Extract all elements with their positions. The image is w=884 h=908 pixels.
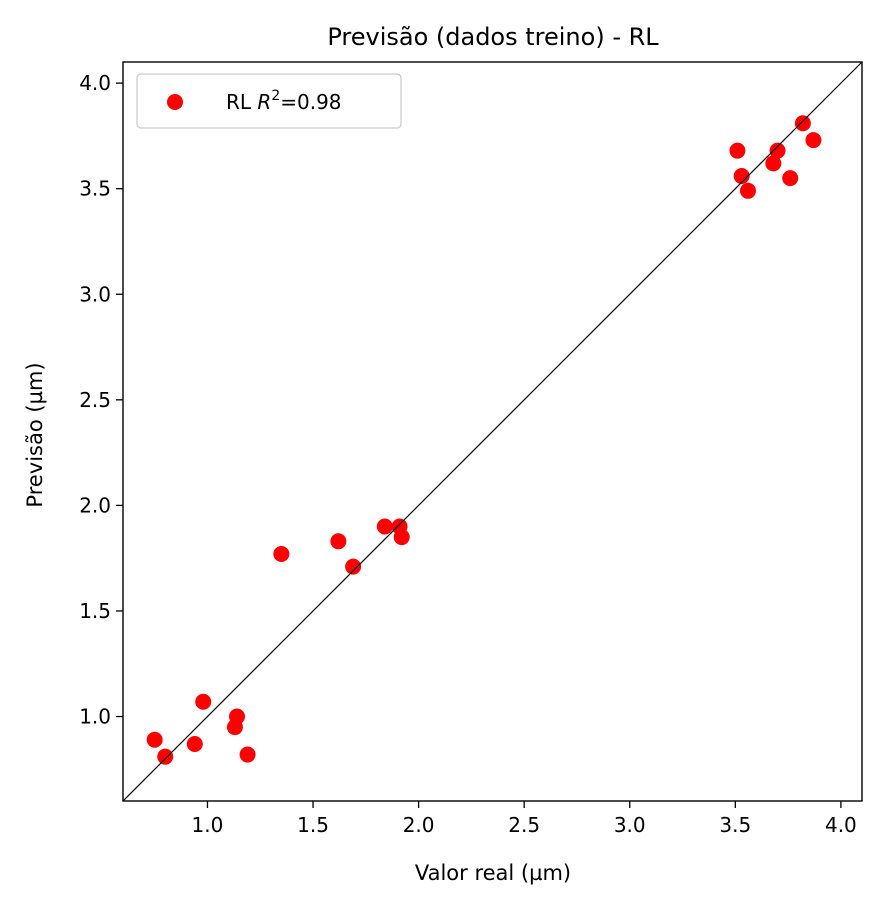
data-point (794, 115, 811, 132)
x-tick-label: 2.5 (508, 813, 540, 837)
data-point (146, 731, 163, 748)
data-point (229, 708, 246, 725)
data-point (393, 529, 410, 546)
legend-box (136, 73, 402, 129)
y-tick-label: 1.0 (79, 705, 111, 729)
x-axis-ticks: 1.0 1.5 2.0 2.5 3.0 3.5 4.0 (192, 801, 857, 837)
points-layer (146, 115, 822, 765)
legend-r2-symbol: R (257, 90, 271, 114)
x-tick-label: 1.0 (192, 813, 224, 837)
legend: RL R2=0.98 (136, 73, 402, 129)
data-point (195, 693, 212, 710)
legend-marker (167, 94, 183, 110)
y-tick-label: 1.5 (79, 599, 111, 623)
data-point (273, 545, 290, 562)
data-point (782, 170, 799, 187)
x-tick-label: 4.0 (825, 813, 857, 837)
x-tick-label: 1.5 (297, 813, 329, 837)
data-point (186, 735, 203, 752)
identity-line (122, 61, 863, 802)
x-tick-label: 3.5 (719, 813, 751, 837)
x-axis-label: Valor real (µm) (415, 861, 571, 885)
y-tick-label: 2.5 (79, 388, 111, 412)
legend-series-name: RL (226, 90, 257, 114)
data-point (345, 558, 362, 575)
data-point (157, 748, 174, 765)
y-tick-label: 4.0 (79, 71, 111, 95)
y-tick-label: 3.0 (79, 282, 111, 306)
plot-frame (122, 61, 863, 802)
chart-title: Previsão (dados treino) - RL (327, 23, 659, 51)
y-axis-ticks: 1.0 1.5 2.0 2.5 3.0 3.5 4.0 (79, 71, 123, 729)
data-point (330, 533, 347, 550)
data-point (805, 132, 822, 149)
x-tick-label: 3.0 (614, 813, 646, 837)
legend-r2-value: =0.98 (280, 90, 341, 114)
data-point (239, 746, 256, 763)
y-tick-label: 3.5 (79, 177, 111, 201)
data-point (769, 142, 786, 159)
legend-label: RL R2=0.98 (226, 88, 342, 114)
legend-r2-exponent: 2 (271, 88, 280, 104)
data-point (729, 142, 746, 159)
x-tick-label: 2.0 (403, 813, 435, 837)
data-point (765, 155, 782, 172)
data-point (733, 168, 750, 185)
data-point (739, 182, 756, 199)
y-tick-label: 2.0 (79, 493, 111, 517)
data-point (376, 518, 393, 535)
y-axis-label: Previsão (µm) (23, 362, 47, 507)
